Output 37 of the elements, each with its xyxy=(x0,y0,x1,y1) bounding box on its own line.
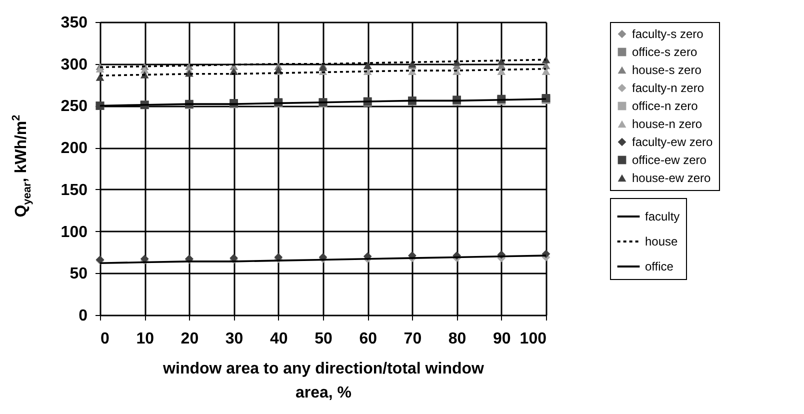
legend-label: house-ew zero xyxy=(632,171,712,185)
legend-label: office-n zero xyxy=(632,99,698,113)
legend-label: faculty-s zero xyxy=(632,27,704,41)
y-tick-label: 350 xyxy=(60,14,88,32)
legend-label: house-n zero xyxy=(632,117,702,131)
y-tick-label: 200 xyxy=(60,140,88,158)
y-tick-label: 150 xyxy=(60,182,88,199)
x-tick-label: 70 xyxy=(404,330,422,348)
legend-label: faculty xyxy=(645,210,680,224)
legend-label: office xyxy=(645,260,674,274)
point xyxy=(497,58,506,65)
y-tick-label: 0 xyxy=(78,308,88,324)
x-tick-label: 100 xyxy=(520,330,547,348)
x-axis-title: window area to any direction/total window area, % xyxy=(162,360,485,402)
x-tick-label: 50 xyxy=(314,330,332,348)
x-tick-label: 0 xyxy=(100,330,110,348)
point xyxy=(542,56,550,64)
y-tick-label: 300 xyxy=(60,56,88,74)
x-tick-label: 20 xyxy=(180,330,199,348)
x-tick-label: 10 xyxy=(136,330,154,348)
y-tick-label: 100 xyxy=(60,224,88,241)
legend-label: faculty-n zero xyxy=(632,81,704,95)
legend-label: office-s zero xyxy=(632,45,698,59)
x-tick-label: 80 xyxy=(448,330,466,348)
x-tick-label: 90 xyxy=(493,330,511,348)
y-tick-label: 50 xyxy=(70,266,88,283)
x-tick-label: 30 xyxy=(225,330,244,348)
y-tick-label: 250 xyxy=(60,98,88,116)
legend-label: house xyxy=(645,234,678,248)
x-tick-label: 60 xyxy=(359,330,378,348)
point xyxy=(497,68,506,76)
point xyxy=(542,68,550,76)
x-tick-label: 40 xyxy=(270,330,288,348)
legend-label: faculty-ew zero xyxy=(632,135,714,149)
legend-label: office-ew zero xyxy=(632,153,707,167)
point xyxy=(96,74,104,81)
legend-label: house-s zero xyxy=(632,63,702,77)
